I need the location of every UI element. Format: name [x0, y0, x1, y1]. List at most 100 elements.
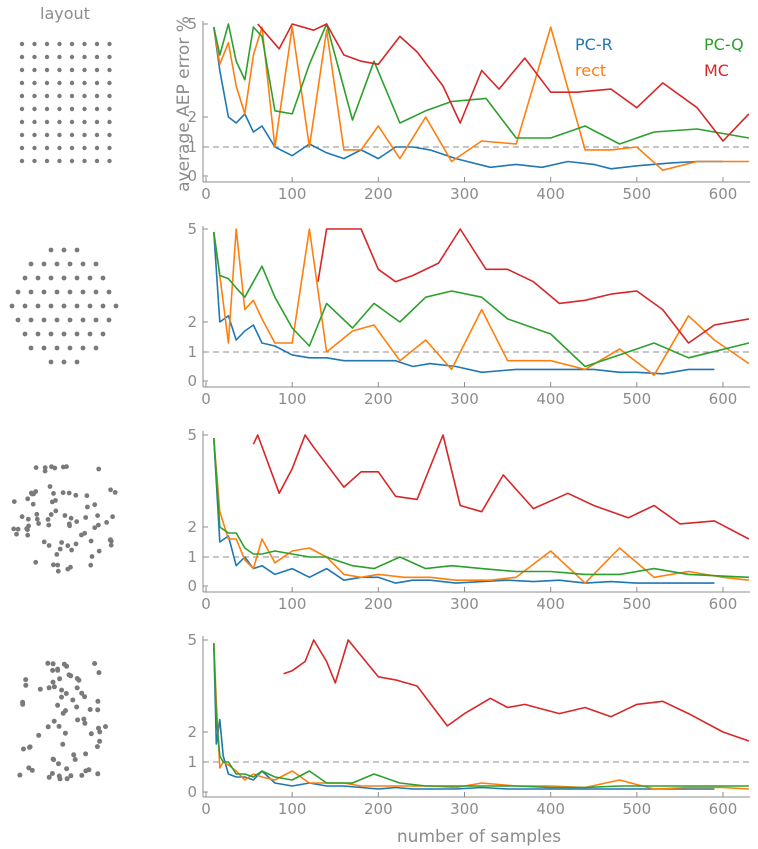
- turbine-dot: [69, 158, 75, 164]
- turbine-dot: [54, 345, 60, 351]
- turbine-dot: [55, 568, 61, 574]
- turbine-dot: [92, 661, 98, 666]
- turbine-dot: [64, 776, 70, 782]
- x-tick-label: 100: [278, 390, 307, 408]
- y-tick-label: 1: [187, 138, 197, 156]
- turbine-dot: [68, 564, 73, 570]
- layout-illustrations: [9, 41, 119, 782]
- turbine-dot: [50, 667, 56, 673]
- x-tick-label: 200: [364, 185, 393, 203]
- turbine-dot: [74, 359, 80, 365]
- turbine-dot: [14, 531, 19, 537]
- turbine-dot: [108, 542, 114, 548]
- turbine-dot: [50, 756, 56, 762]
- turbine-dot: [54, 289, 60, 295]
- turbine-dot: [94, 119, 100, 125]
- turbine-dot: [19, 106, 25, 112]
- turbine-dot: [107, 106, 112, 112]
- turbine-dot: [17, 772, 23, 778]
- turbine-dot: [100, 303, 106, 309]
- turbine-dot: [61, 303, 67, 309]
- turbine-dot: [73, 541, 79, 547]
- turbine-dot: [75, 717, 81, 723]
- turbine-dot: [19, 41, 25, 47]
- x-tick-label: 400: [536, 595, 565, 613]
- turbine-dot: [57, 106, 62, 112]
- turbine-dot: [69, 106, 75, 112]
- turbine-dot: [23, 677, 29, 683]
- turbine-dot: [57, 145, 62, 151]
- turbine-dot: [46, 543, 52, 548]
- turbine-dot: [88, 538, 94, 544]
- series-line-pc-q: [213, 643, 749, 789]
- turbine-dot: [19, 158, 25, 164]
- x-tick-label: 600: [709, 595, 738, 613]
- turbine-dot: [57, 546, 63, 552]
- series-line-pc-q: [213, 438, 749, 579]
- turbine-dot: [96, 725, 101, 731]
- turbine-dot: [28, 490, 34, 496]
- turbine-dot: [35, 331, 41, 337]
- series-line-mc: [283, 639, 750, 742]
- turbine-dot: [44, 132, 50, 138]
- turbine-dot: [82, 119, 87, 125]
- turbine-dot: [28, 345, 34, 351]
- series-line-rect: [213, 26, 749, 171]
- turbine-dot: [60, 490, 66, 496]
- turbine-dot: [96, 466, 102, 472]
- turbine-dot: [69, 93, 75, 99]
- series-line-mc: [252, 434, 750, 540]
- turbine-dot: [79, 532, 84, 538]
- turbine-dot: [52, 465, 58, 471]
- series-line-rect: [213, 643, 749, 790]
- turbine-dot: [32, 67, 37, 73]
- turbine-dot: [106, 317, 112, 323]
- turbine-dot: [106, 289, 112, 295]
- turbine-dot: [57, 54, 62, 60]
- turbine-dot: [62, 513, 68, 518]
- turbine-dot: [82, 158, 87, 164]
- turbine-dot: [82, 67, 87, 73]
- x-tick-label: 0: [201, 595, 211, 613]
- turbine-dot: [56, 761, 61, 767]
- turbine-dot: [88, 731, 94, 737]
- turbine-dot: [94, 93, 100, 99]
- x-tick-label: 600: [709, 390, 738, 408]
- turbine-dot: [100, 331, 106, 337]
- turbine-dot: [25, 527, 30, 533]
- turbine-dot: [94, 145, 100, 151]
- y-tick-label: 5: [187, 15, 197, 33]
- layout-irregular: [17, 660, 108, 782]
- turbine-dot: [93, 345, 99, 351]
- turbine-dot: [80, 261, 86, 267]
- turbine-dot: [68, 515, 74, 521]
- turbine-dot: [57, 676, 63, 682]
- turbine-dot: [28, 261, 34, 267]
- turbine-dot: [19, 93, 25, 99]
- turbine-dot: [69, 547, 74, 553]
- turbine-dot: [50, 661, 56, 667]
- turbine-dot: [110, 514, 115, 520]
- turbine-dot: [57, 80, 62, 86]
- turbine-dot: [94, 106, 100, 112]
- series-line-mc: [317, 228, 750, 344]
- x-tick-label: 300: [450, 390, 479, 408]
- turbine-dot: [96, 670, 102, 676]
- turbine-dot: [107, 158, 112, 164]
- turbine-dot: [95, 513, 100, 518]
- turbine-dot: [44, 106, 50, 112]
- turbine-dot: [82, 132, 87, 138]
- turbine-dot: [46, 774, 52, 780]
- y-tick-label: 5: [187, 631, 197, 649]
- turbine-dot: [19, 80, 25, 86]
- turbine-dot: [48, 247, 54, 253]
- turbine-dot: [74, 303, 80, 309]
- turbine-dot: [36, 521, 41, 526]
- turbine-dot: [55, 702, 61, 708]
- turbine-dot: [67, 261, 73, 267]
- turbine-dot: [83, 751, 89, 757]
- turbine-dot: [80, 289, 86, 295]
- turbine-dot: [93, 289, 99, 295]
